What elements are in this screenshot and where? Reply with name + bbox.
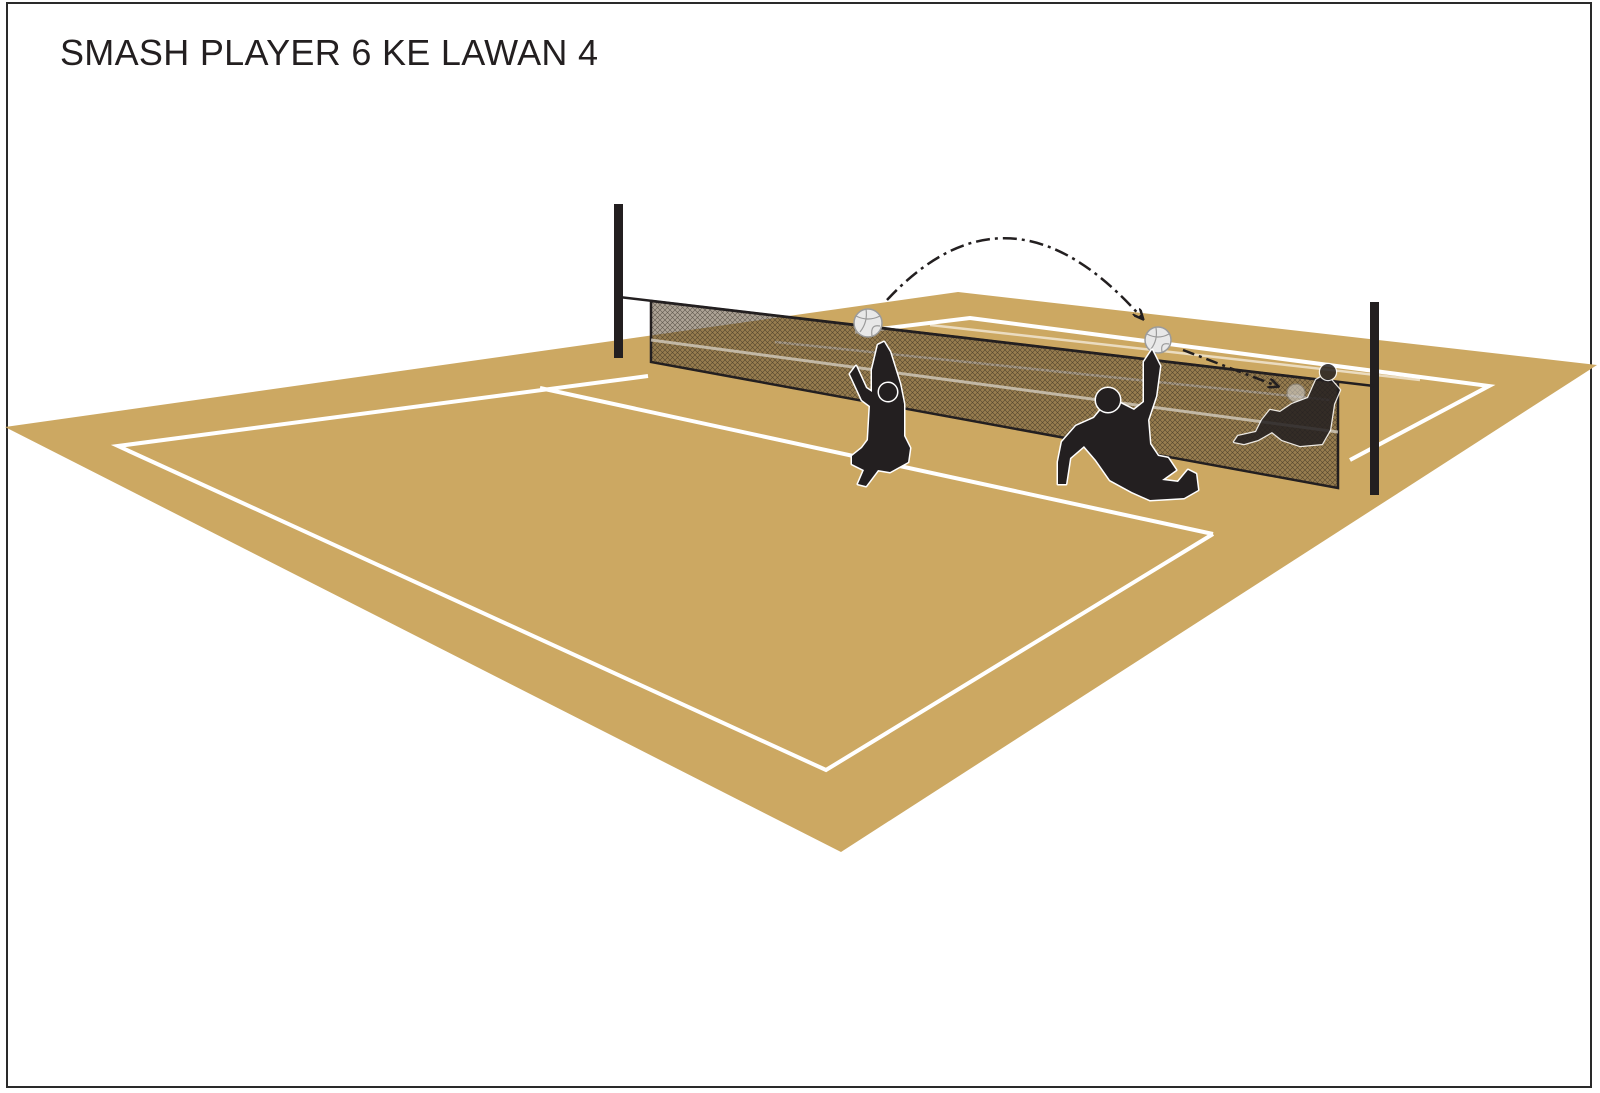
right-net-post [1370,302,1379,495]
near-court-boundary [110,374,1215,773]
court-lines [110,315,1496,773]
set-trajectory-arrow [886,236,1142,318]
diagram-title: SMASH PLAYER 6 KE LAWAN 4 [60,32,599,73]
net [618,295,1375,490]
left-net-post [614,204,623,358]
volleyball-icon [853,308,883,338]
smash-trajectory-arrow [1182,348,1277,386]
seated-player-silhouette [1232,362,1342,448]
net-mesh-texture [651,301,1338,488]
far-attack-line [929,323,1421,382]
far-court-boundary [854,315,1496,462]
seated-player-silhouette [1056,348,1200,502]
net-band-reflection [650,338,1339,434]
volleyball-icon [1144,326,1172,354]
net-border [649,299,1340,490]
seated-player-silhouette [848,340,912,488]
